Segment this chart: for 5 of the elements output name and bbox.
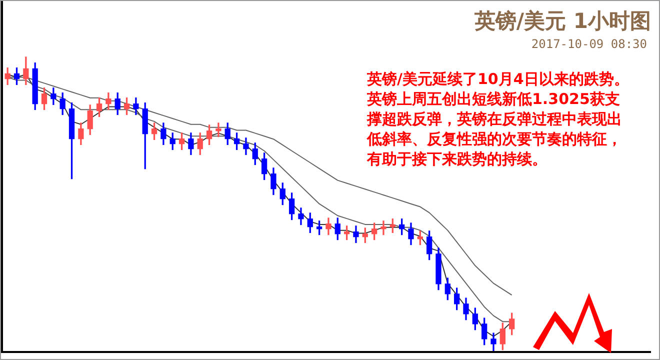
annotation: 英镑/美元延续了10月4日以来的跌势。英镑上周五创出短线新低1.3025获支撑超跌反弹，英镑在反弹过程中表现出低斜率、反复性强的次要节奏的特征，有助于接下来跌势的持续。 — [367, 69, 629, 169]
candlestick — [380, 220, 386, 236]
candlestick — [216, 122, 222, 138]
text: 英镑/美元 1小时图 — [474, 8, 651, 35]
text: 2017-10-09 08:30 — [531, 37, 647, 51]
